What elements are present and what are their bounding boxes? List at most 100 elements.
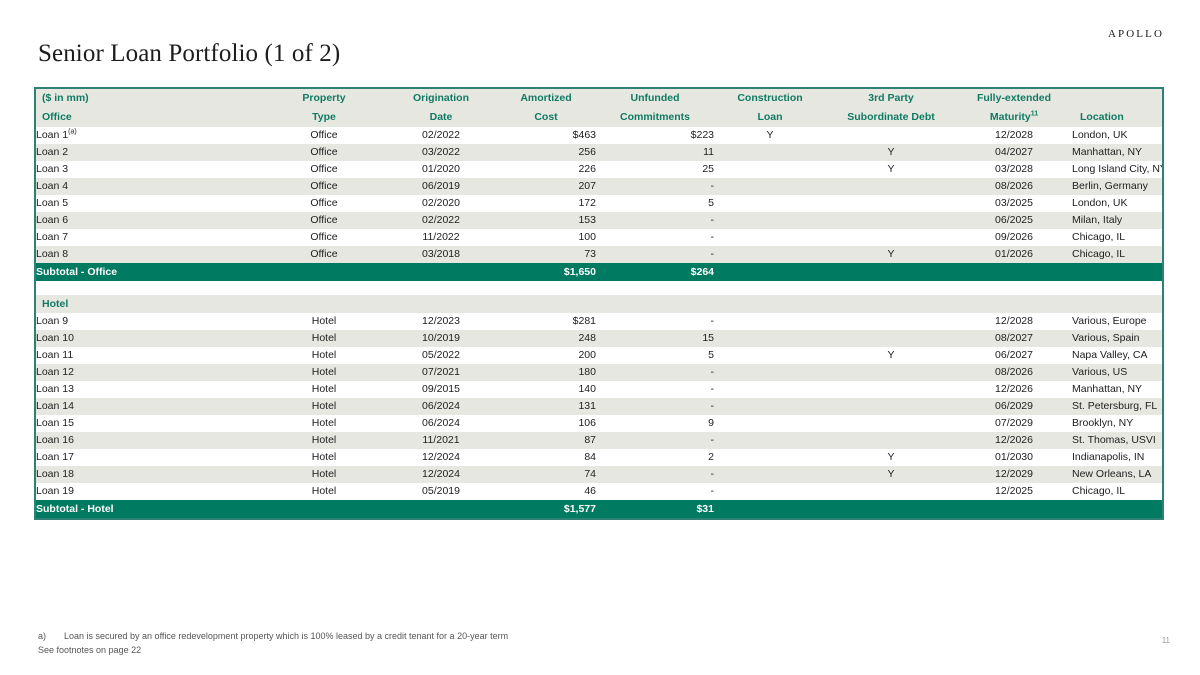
- cell-maturity: 06/2027: [956, 347, 1072, 364]
- cell-location: Various, US: [1072, 364, 1162, 381]
- cell-name: Loan 17: [36, 449, 262, 466]
- cell-unfunded: -: [596, 313, 714, 330]
- cell-name: Loan 12: [36, 364, 262, 381]
- cell-name: Loan 11: [36, 347, 262, 364]
- subtotal-blank: [826, 500, 956, 518]
- header-maturity-footnote-mark: 11: [1030, 110, 1039, 118]
- cell-location: Various, Spain: [1072, 330, 1162, 347]
- cell-construction: [714, 432, 826, 449]
- cell-location: Napa Valley, CA: [1072, 347, 1162, 364]
- cell-unfunded: -: [596, 466, 714, 483]
- cell-cost: 131: [496, 398, 596, 415]
- page-title: Senior Loan Portfolio (1 of 2): [38, 40, 341, 67]
- footnotes: a) Loan is secured by an office redevelop…: [38, 629, 508, 657]
- cell-construction: Y: [714, 127, 826, 144]
- cell-subordinate: [826, 330, 956, 347]
- cell-unfunded: -: [596, 229, 714, 246]
- cell-subordinate: [826, 212, 956, 229]
- table-row: Loan 16 Hotel 11/2021 87- 12/2026 St. Thomas,…: [36, 432, 1162, 449]
- cell-name: Loan 7: [36, 229, 262, 246]
- header-third-party: 3rd Party: [826, 89, 956, 108]
- cell-construction: [714, 229, 826, 246]
- table-row: Loan 1(a) Office 02/2022 $463 $223 Y 12/2028 Lo…: [36, 127, 1162, 144]
- header-subordinate-debt: Subordinate Debt: [826, 108, 956, 127]
- cell-type: Hotel: [262, 313, 386, 330]
- cell-construction: [714, 195, 826, 212]
- cell-cost: 140: [496, 381, 596, 398]
- cell-cost: 172: [496, 195, 596, 212]
- cell-subordinate: [826, 364, 956, 381]
- apollo-logo: APOLLO: [1108, 28, 1164, 40]
- subtotal-row: Subtotal - Hotel $1,577 $31: [36, 500, 1162, 518]
- subtotal-blank: [956, 263, 1072, 281]
- cell-location: St. Thomas, USVI: [1072, 432, 1162, 449]
- subtotal-cost: $1,650: [496, 263, 596, 281]
- cell-unfunded: 9: [596, 415, 714, 432]
- header-construction: Construction: [714, 89, 826, 108]
- cell-date: 06/2024: [386, 415, 496, 432]
- cell-type: Office: [262, 127, 386, 144]
- cell-type: Hotel: [262, 347, 386, 364]
- spacer-row: [36, 281, 1162, 295]
- cell-date: 02/2020: [386, 195, 496, 212]
- table-row: Loan 5 Office 02/2020 172 5 03/2025 London, UK: [36, 195, 1162, 212]
- cell-name: Loan 13: [36, 381, 262, 398]
- cell-location: London, UK: [1072, 195, 1162, 212]
- cell-type: Hotel: [262, 415, 386, 432]
- cell-construction: [714, 398, 826, 415]
- subtotal-blank: [1072, 500, 1162, 518]
- cell-location: Manhattan, NY: [1072, 381, 1162, 398]
- cell-type: Hotel: [262, 364, 386, 381]
- cell-date: 10/2019: [386, 330, 496, 347]
- cell-unfunded: 5: [596, 195, 714, 212]
- table-body: ($ in mm) Property Origination Amortized…: [36, 89, 1162, 518]
- cell-maturity: 06/2029: [956, 398, 1072, 415]
- cell-maturity: 01/2026: [956, 246, 1072, 263]
- table-row: Loan 8 Office 03/2018 73- Y 01/2026 Chicago, I…: [36, 246, 1162, 263]
- cell-location: Chicago, IL: [1072, 229, 1162, 246]
- cell-unfunded: 15: [596, 330, 714, 347]
- cell-construction: [714, 246, 826, 263]
- cell-date: 11/2021: [386, 432, 496, 449]
- header-maturity-label: Maturity: [989, 111, 1031, 123]
- table-row: Loan 13 Hotel 09/2015 140- 12/2026 Manhattan,…: [36, 381, 1162, 398]
- cell-construction: [714, 313, 826, 330]
- cell-construction: [714, 483, 826, 500]
- cell-subordinate: [826, 432, 956, 449]
- cell-name: Loan 2: [36, 144, 262, 161]
- cell-maturity: 03/2025: [956, 195, 1072, 212]
- table-row: Loan 7 Office 11/2022 100- 09/2026 Chicago, I…: [36, 229, 1162, 246]
- cell-location: New Orleans, LA: [1072, 466, 1162, 483]
- cell-maturity: 12/2025: [956, 483, 1072, 500]
- header-date: Date: [386, 108, 496, 127]
- cell-type: Hotel: [262, 432, 386, 449]
- table-row: Loan 15 Hotel 06/2024 106 9 07/2029 Brooklyn, …: [36, 415, 1162, 432]
- cell-name-footnote-mark: (a): [68, 128, 77, 136]
- cell-unfunded: -: [596, 432, 714, 449]
- cell-location: Berlin, Germany: [1072, 178, 1162, 195]
- cell-subordinate: [826, 195, 956, 212]
- cell-type: Hotel: [262, 466, 386, 483]
- cell-maturity: 08/2027: [956, 330, 1072, 347]
- header-unfunded: Unfunded: [596, 89, 714, 108]
- cell-subordinate: Y: [826, 466, 956, 483]
- cell-date: 11/2022: [386, 229, 496, 246]
- cell-date: 06/2019: [386, 178, 496, 195]
- cell-type: Hotel: [262, 449, 386, 466]
- subtotal-blank: [386, 263, 496, 281]
- cell-unfunded: 5: [596, 347, 714, 364]
- cell-location: St. Petersburg, FL: [1072, 398, 1162, 415]
- cell-cost: 87: [496, 432, 596, 449]
- cell-subordinate: [826, 229, 956, 246]
- cell-name: Loan 9: [36, 313, 262, 330]
- cell-date: 05/2019: [386, 483, 496, 500]
- table-header-row-2: Office Type Date Cost Commitments Loan S…: [36, 108, 1162, 127]
- header-amortized: Amortized: [496, 89, 596, 108]
- cell-name: Loan 8: [36, 246, 262, 263]
- header-origination: Origination: [386, 89, 496, 108]
- cell-maturity: 01/2030: [956, 449, 1072, 466]
- subtotal-row: Subtotal - Office $1,650 $264: [36, 263, 1162, 281]
- subtotal-blank: [826, 263, 956, 281]
- cell-subordinate: [826, 313, 956, 330]
- footnote-a: a) Loan is secured by an office redevelop…: [38, 629, 508, 643]
